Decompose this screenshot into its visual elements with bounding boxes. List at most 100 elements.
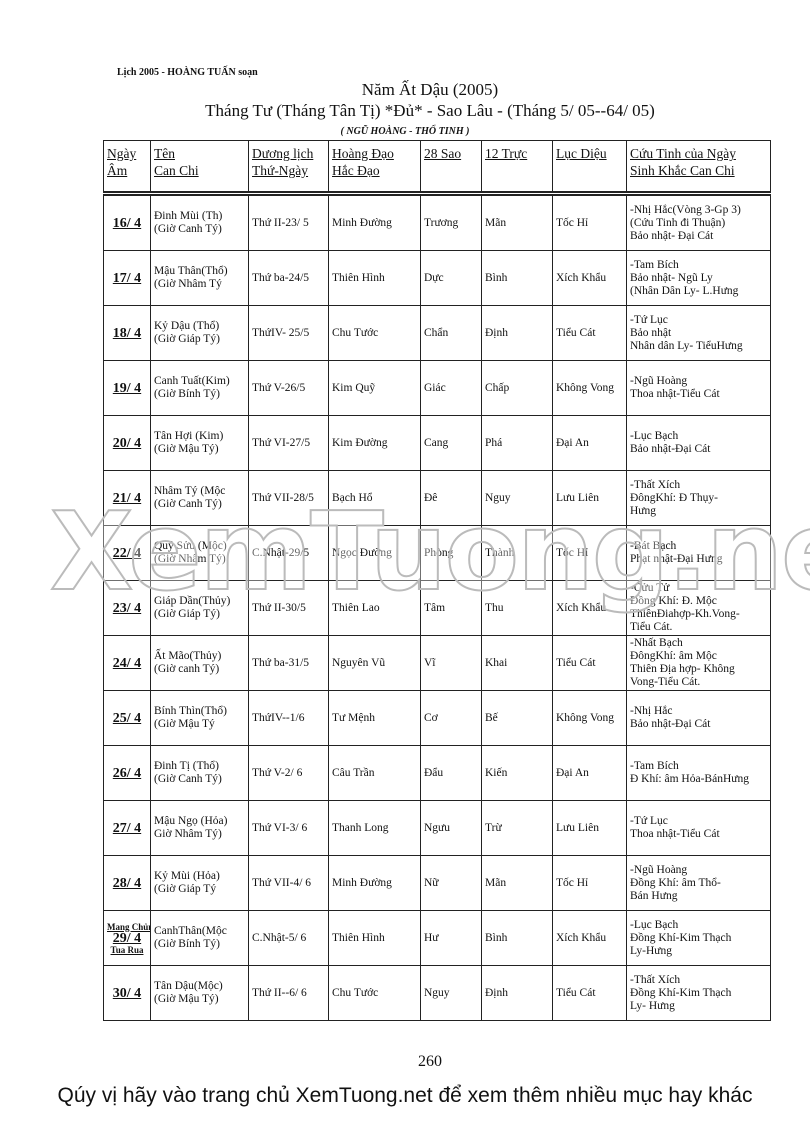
table-cell: Phòng bbox=[420, 525, 482, 581]
cell-line: Lưu Liên bbox=[556, 491, 599, 504]
table-cell: Bế bbox=[481, 690, 553, 746]
table-cell: -Nhị Hắc(Vòng 3-Gp 3) (Cứu Tinh đi Thuận)… bbox=[626, 193, 771, 251]
table-row: 21/ 4 Nhâm Tý (Mộc (Giờ Canh Tý) Thứ VII-28… bbox=[103, 470, 771, 526]
cell-line: (Giờ Bính Tý) bbox=[154, 388, 220, 400]
day-cell: 18/ 4 bbox=[103, 305, 151, 361]
table-cell: Hư bbox=[420, 910, 482, 966]
cell-line: Đẩu bbox=[424, 766, 444, 779]
table-cell: Nguyên Vũ bbox=[328, 635, 421, 691]
table-body: 16/ 4 Đinh Mùi (Th) (Giờ Canh Tý) Thứ II-23… bbox=[103, 193, 771, 1021]
table-cell: Thứ V-26/5 bbox=[248, 360, 329, 416]
table-cell: Tốc Hỉ bbox=[552, 525, 627, 581]
table-cell: -Cửu Tử Đồng Khí: Đ. Mộc ThiênĐiahợp-Kh.Vo… bbox=[626, 580, 771, 636]
column-header: Hoàng Đạo Hắc Đạo bbox=[328, 140, 421, 196]
column-header: 28 Sao bbox=[420, 140, 482, 196]
table-row: 22/ 4 Quý Sửu (Mộc) (Giờ Nhâm Tý) C.Nhật-29… bbox=[103, 525, 771, 581]
cell-line: 24/ 4 bbox=[112, 655, 142, 671]
cell-line: Tiểu Cát bbox=[556, 326, 596, 339]
cell-line: -Nhị Hắc(Vòng 3-Gp 3) bbox=[630, 203, 741, 216]
cell-line: Thứ VI-27/5 bbox=[252, 436, 311, 449]
cell-line: Xích Khẩu bbox=[556, 931, 607, 944]
cell-line: 30/ 4 bbox=[112, 985, 142, 1001]
cell-line: Chẩn bbox=[424, 326, 449, 339]
cell-line: Tiểu Cát. bbox=[630, 621, 673, 633]
cell-line: Chu Tước bbox=[332, 986, 379, 999]
cell-line: -Lục Bạch bbox=[630, 918, 679, 931]
table-cell: Kim Đường bbox=[328, 415, 421, 471]
cell-line: ĐôngKhí: Đ Thụy- bbox=[630, 491, 718, 504]
cell-line: Phạt nhật-Đại Hưng bbox=[630, 553, 723, 565]
cell-line: Câu Trần bbox=[332, 766, 375, 779]
table-cell: Chu Tước bbox=[328, 305, 421, 361]
cell-line: Định bbox=[485, 326, 508, 339]
cell-line: Tư Mệnh bbox=[332, 711, 375, 724]
table-cell: Nữ bbox=[420, 855, 482, 911]
table-cell: Mãn bbox=[481, 855, 553, 911]
table-cell: -Lục Bạch Bảo nhật-Đại Cát bbox=[626, 415, 771, 471]
cell-line: Ngưu bbox=[424, 821, 451, 834]
cell-line: Kỷ Dậu (Thổ) bbox=[154, 320, 220, 332]
cell-line: Thứ VI-3/ 6 bbox=[252, 821, 308, 834]
cell-line: 28/ 4 bbox=[112, 875, 142, 891]
cell-line: 19/ 4 bbox=[112, 380, 142, 396]
day-cell: 25/ 4 bbox=[103, 690, 151, 746]
cell-line: Trương bbox=[424, 216, 459, 229]
table-cell: Bạch Hổ bbox=[328, 470, 421, 526]
table-cell: Lưu Liên bbox=[552, 800, 627, 856]
table-cell: Tân Hợi (Kim) (Giờ Mậu Tý) bbox=[150, 415, 249, 471]
table-cell: Cang bbox=[420, 415, 482, 471]
table-cell: Thiên Hình bbox=[328, 910, 421, 966]
cell-line: -Nhị Hắc bbox=[630, 705, 673, 717]
cell-line: Bạch Hổ bbox=[332, 491, 373, 504]
cell-line: Thứ VII-4/ 6 bbox=[252, 876, 312, 889]
table-cell: Ngọc Đường bbox=[328, 525, 421, 581]
cell-line: Định bbox=[485, 986, 508, 999]
cell-line: Nguy bbox=[424, 986, 450, 999]
column-header: Ngày Âm bbox=[103, 140, 151, 196]
cell-line: Minh Đường bbox=[332, 876, 392, 889]
cell-line: Thứ V-2/ 6 bbox=[252, 766, 303, 779]
cell-line: 16/ 4 bbox=[112, 215, 142, 231]
table-cell: Kỷ Mùi (Hỏa) (Giờ Giáp Tý bbox=[150, 855, 249, 911]
cell-line: Không Vong bbox=[556, 711, 615, 724]
cell-line: C.Nhật-29/5 bbox=[252, 546, 310, 559]
cell-line: -Tứ Lục bbox=[630, 815, 668, 827]
table-cell: Trừ bbox=[481, 800, 553, 856]
table-cell: Tâm bbox=[420, 580, 482, 636]
cell-line: Hoàng Đạo bbox=[332, 146, 394, 161]
table-cell: -Lục Bạch Đồng Khí-Kim Thạch Ly-Hưng bbox=[626, 910, 771, 966]
cell-line: ĐôngKhí: âm Mộc bbox=[630, 650, 717, 662]
table-cell: Thứ II--6/ 6 bbox=[248, 965, 329, 1021]
table-cell: Mãn bbox=[481, 193, 553, 251]
cell-line: Kỷ Mùi (Hỏa) bbox=[154, 870, 220, 882]
day-cell: 20/ 4 bbox=[103, 415, 151, 471]
table-cell: Bình bbox=[481, 250, 553, 306]
cell-line: Thứ-Ngày bbox=[252, 163, 309, 178]
table-cell: Đinh Tị (Thổ) (Giờ Canh Tý) bbox=[150, 745, 249, 801]
table-cell: Lưu Liên bbox=[552, 470, 627, 526]
cell-line: Tốc Hỉ bbox=[556, 216, 589, 229]
cell-line: 22/ 4 bbox=[112, 545, 142, 561]
cell-line: Thành bbox=[485, 546, 515, 559]
table-row: 30/ 4 Tân Dậu(Mộc) (Giờ Mậu Tý) Thứ II--6/ … bbox=[103, 965, 771, 1021]
cell-line: Thu bbox=[485, 601, 504, 614]
cell-line: 29/ 4 bbox=[112, 930, 142, 946]
table-cell: -Tứ Lục Thoa nhật-Tiểu Cát bbox=[626, 800, 771, 856]
cell-line: Nữ bbox=[424, 876, 439, 889]
table-cell: -Thất Xích ĐôngKhí: Đ Thụy- Hưng bbox=[626, 470, 771, 526]
cell-line: Giáp Dần(Thủy) bbox=[154, 595, 231, 607]
cell-line: 21/ 4 bbox=[112, 490, 142, 506]
table-row: 28/ 4 Kỷ Mùi (Hỏa) (Giờ Giáp Tý Thứ VII-4/ … bbox=[103, 855, 771, 911]
cell-line: Mậu Thân(Thổ) bbox=[154, 265, 228, 277]
table-cell: Thứ VI-27/5 bbox=[248, 415, 329, 471]
cell-line: (Cứu Tinh đi Thuận) bbox=[630, 216, 726, 229]
cell-line: Can Chi bbox=[154, 163, 199, 178]
day-cell: 27/ 4 bbox=[103, 800, 151, 856]
cell-line: Thiên Hình bbox=[332, 931, 385, 944]
cell-line: 25/ 4 bbox=[112, 710, 142, 726]
cell-line: Dực bbox=[424, 271, 444, 284]
table-cell: -Tứ Lục Bảo nhật Nhân dân Ly- TiểuHưng bbox=[626, 305, 771, 361]
cell-line: Phá bbox=[485, 436, 503, 449]
table-cell: Kiến bbox=[481, 745, 553, 801]
